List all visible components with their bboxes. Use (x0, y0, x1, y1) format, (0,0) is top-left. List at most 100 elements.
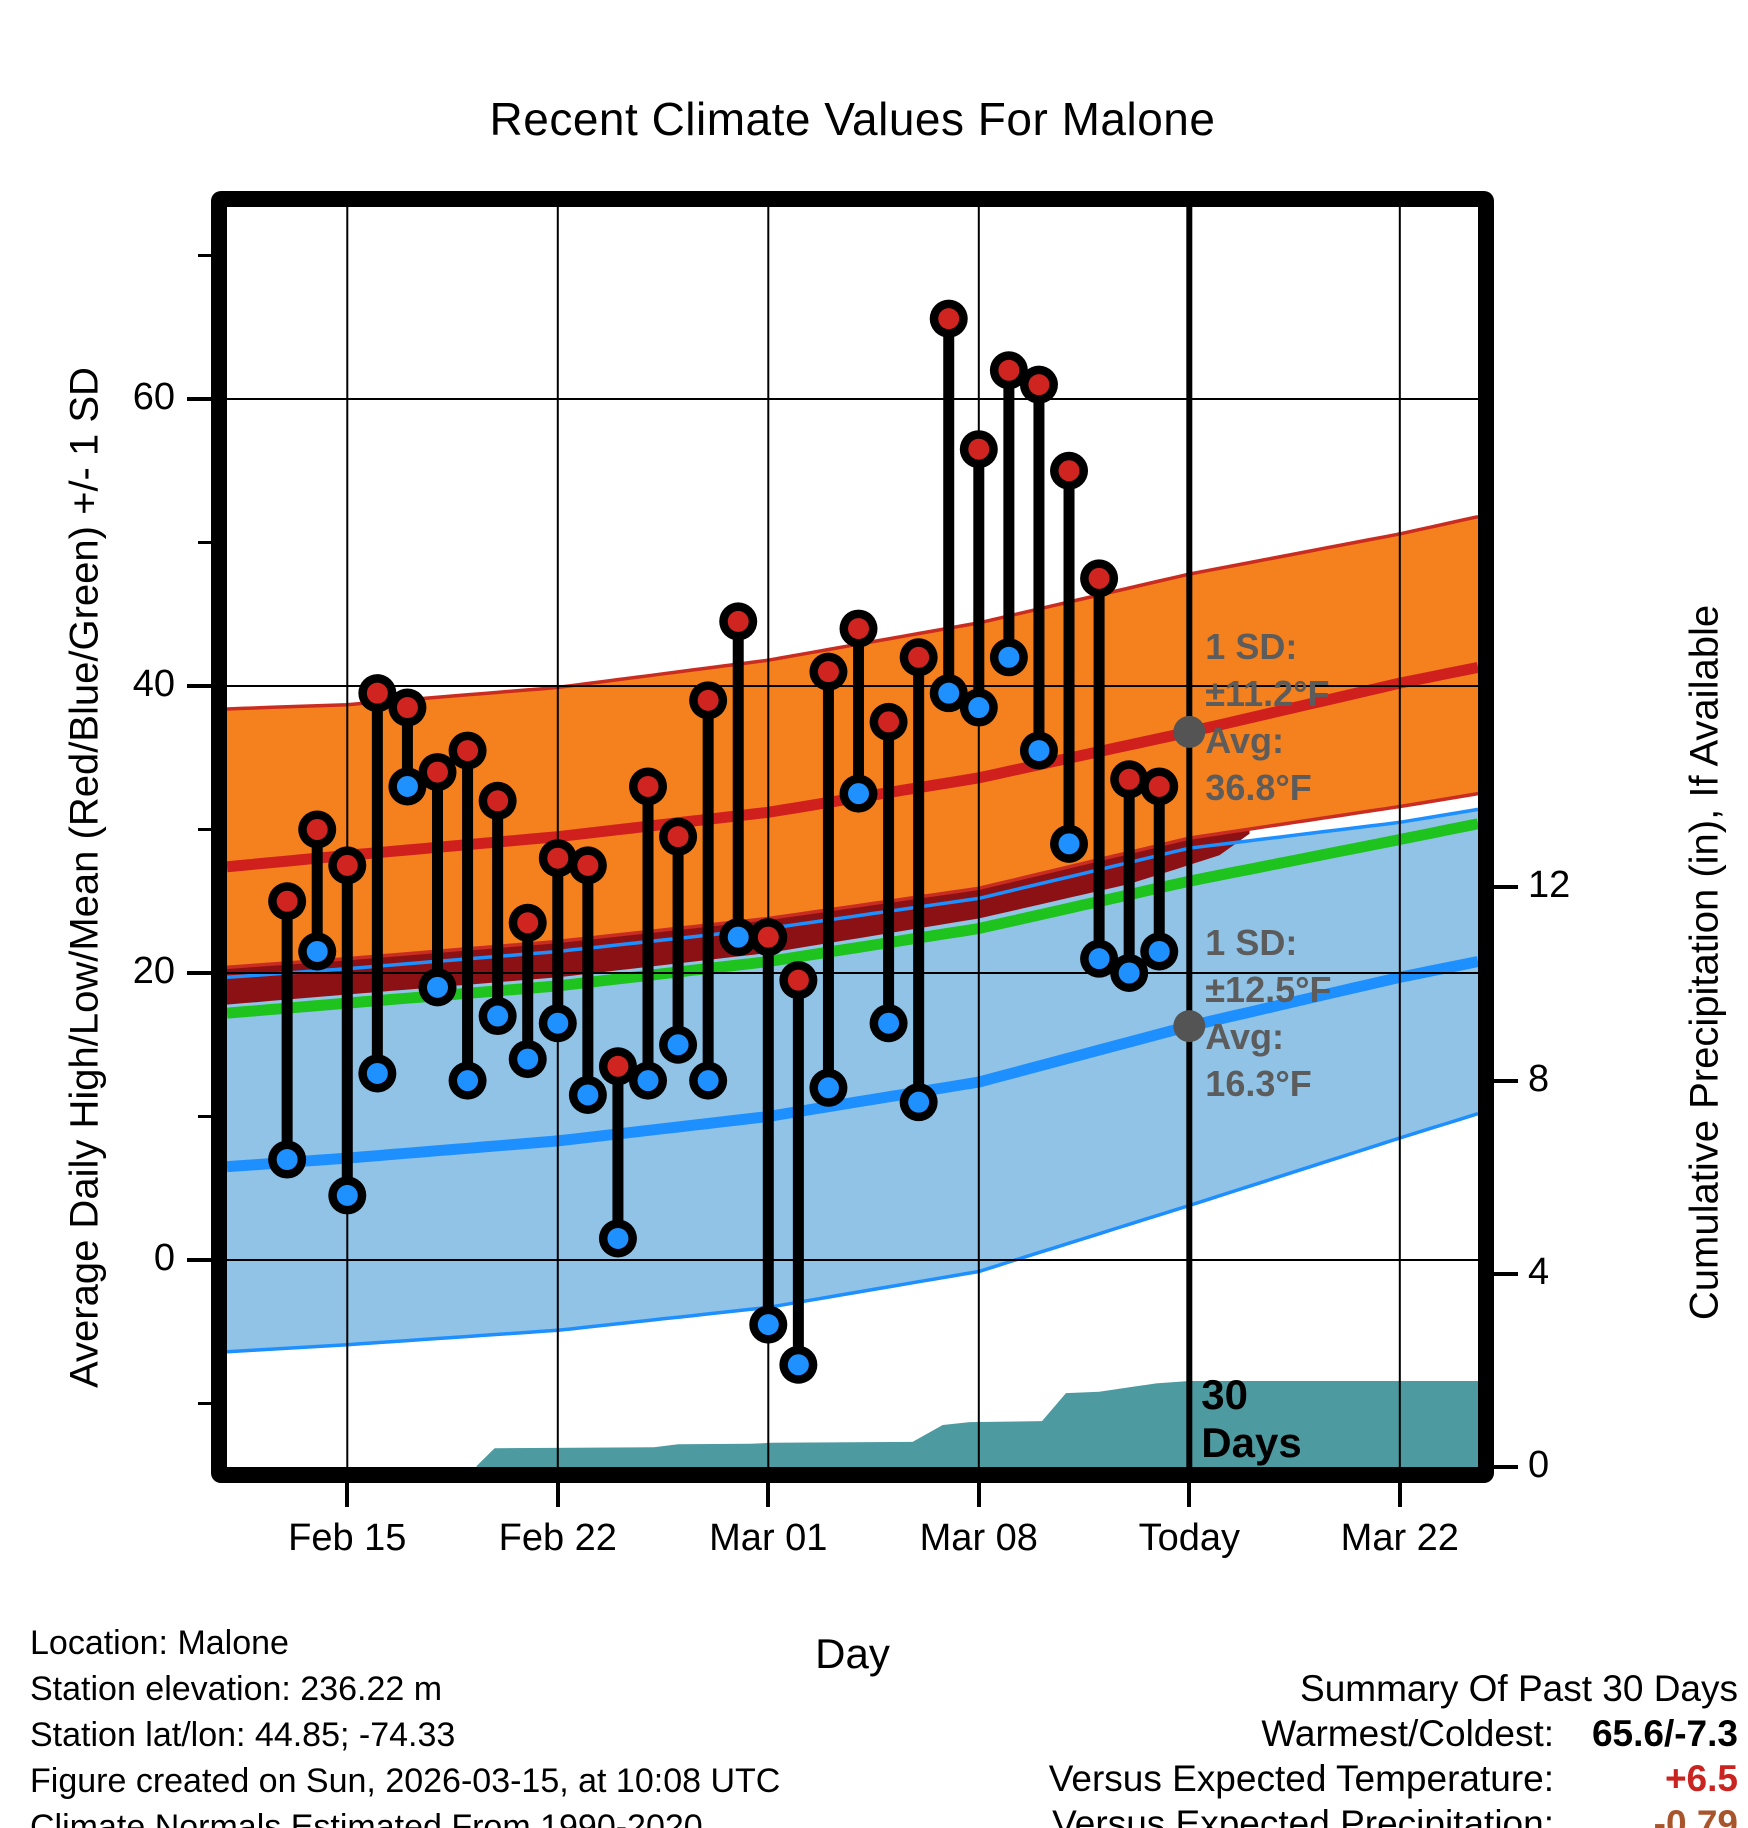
summary-value: +6.5 (1664, 1758, 1738, 1799)
high-sd-annotation-text: Avg: (1205, 720, 1284, 761)
y-left-tick-label: 40 (132, 663, 175, 705)
low-dot (938, 682, 960, 704)
y-left-minor-tick (198, 828, 211, 831)
y-left-tick-label: 60 (132, 376, 175, 418)
high-dot (637, 775, 659, 797)
low-dot (817, 1077, 839, 1099)
y-right-tick-label: 4 (1528, 1250, 1550, 1293)
x-axis-tick (766, 1483, 771, 1507)
low-dot (1028, 740, 1050, 762)
low-dot (517, 1048, 539, 1070)
high-dot (547, 847, 569, 869)
low-sd-annotation-marker (1173, 1010, 1206, 1043)
high-sd-annotation-text: ±11.2°F (1205, 673, 1329, 714)
footer-location: Location: Malone (30, 1624, 289, 1662)
high-dot (1058, 460, 1080, 482)
high-dot (427, 761, 449, 783)
high-dot (607, 1055, 629, 1077)
footer-normals: Climate Normals Estimated From 1990-2020 (30, 1808, 703, 1828)
y-left-minor-tick (198, 1115, 211, 1118)
low-dot (366, 1062, 388, 1084)
high-sd-annotation-marker (1173, 715, 1206, 748)
low-dot (998, 646, 1020, 668)
summary-past-30-days: Summary Of Past 30 Days Warmest/Coldest:… (1049, 1666, 1738, 1828)
high-dot (727, 610, 749, 632)
precipitation-area (476, 1381, 1478, 1467)
high-dot (938, 308, 960, 330)
high-dot (968, 438, 990, 460)
high-dot (1118, 768, 1140, 790)
low-dot (968, 697, 990, 719)
station-info: Location: Malone Station elevation: 236.… (30, 1620, 780, 1828)
y-left-tick-label: 20 (132, 950, 175, 992)
high-sd-annotation-text: 1 SD: (1205, 626, 1297, 667)
low-band-lower-edge (227, 1111, 1478, 1354)
low-dot (487, 1005, 509, 1027)
low-dot (637, 1070, 659, 1092)
period-label: Days (1201, 1419, 1301, 1466)
high-dot (457, 740, 479, 762)
y-right-major-tick (1494, 885, 1518, 890)
low-dot (848, 783, 870, 805)
low-dot (547, 1012, 569, 1034)
summary-row-warmest-coldest: Warmest/Coldest: 65.6/-7.3 (1049, 1711, 1738, 1756)
low-dot (1118, 962, 1140, 984)
x-axis-tick (1187, 1483, 1192, 1507)
y-axis-title-left: Average Daily High/Low/Mean (Red/Blue/Gr… (62, 367, 107, 1388)
summary-value: 65.6/-7.3 (1591, 1713, 1738, 1754)
low-dot (336, 1184, 358, 1206)
high-dot (487, 790, 509, 812)
summary-label: Versus Expected Temperature: (1048, 1758, 1554, 1799)
low-sd-annotation-text: Avg: (1205, 1016, 1284, 1057)
footer-latlon: Station lat/lon: 44.85; -74.33 (30, 1716, 456, 1754)
high-dot (336, 854, 358, 876)
y-left-major-tick (187, 971, 211, 975)
summary-header: Summary Of Past 30 Days (1300, 1668, 1738, 1709)
high-dot (366, 682, 388, 704)
high-dot (306, 819, 328, 840)
low-sd-annotation-text: 16.3°F (1205, 1063, 1311, 1104)
high-dot (577, 854, 599, 876)
y-right-major-tick (1494, 1078, 1518, 1083)
high-dot (697, 689, 719, 711)
x-axis-tick (976, 1483, 981, 1507)
low-sd-annotation-text: 1 SD: (1205, 922, 1297, 963)
summary-row-vs-temperature: Versus Expected Temperature: +6.5 (1049, 1756, 1738, 1801)
summary-label: Versus Expected Precipitation: (1052, 1803, 1554, 1828)
low-dot (607, 1227, 629, 1249)
low-dot (1088, 948, 1110, 970)
y-right-major-tick (1494, 1271, 1518, 1276)
x-axis-tick (555, 1483, 560, 1507)
low-dot (667, 1034, 689, 1056)
high-dot (396, 697, 418, 719)
y-axis-title-right: Cumulative Precipitation (in), If Availa… (1682, 604, 1727, 1321)
x-axis-tick-label: Today (1138, 1517, 1240, 1559)
high-dot (757, 926, 779, 948)
low-dot (787, 1354, 809, 1376)
low-dot (306, 940, 328, 962)
summary-value: -0.79 (1653, 1803, 1738, 1828)
x-axis-tick-label: Mar 22 (1340, 1517, 1459, 1559)
low-dot (457, 1070, 479, 1092)
low-average-line (227, 956, 1478, 1173)
y-right-tick-label: 8 (1528, 1057, 1550, 1100)
high-dot (276, 890, 298, 912)
low-dot (396, 775, 418, 797)
y-left-major-tick (187, 1258, 211, 1262)
y-left-minor-tick (198, 541, 211, 544)
high-dot (1148, 775, 1170, 797)
high-dot (878, 711, 900, 733)
low-dot (276, 1149, 298, 1171)
period-label: 30 (1201, 1371, 1248, 1418)
high-dot (667, 826, 689, 848)
y-right-major-tick (1494, 1465, 1518, 1469)
summary-label: Warmest/Coldest: (1261, 1713, 1554, 1754)
high-sd-annotation-text: 36.8°F (1205, 767, 1311, 808)
low-dot (697, 1070, 719, 1092)
y-right-tick-label: 0 (1528, 1444, 1550, 1486)
x-axis-title: Day (815, 1630, 890, 1677)
climate-plot: 1 SD: ±11.2°F Avg: 36.8°F 1 SD: ±12.5°F Avg: 16… (227, 207, 1478, 1467)
high-dot (848, 618, 870, 640)
low-dot (1058, 833, 1080, 855)
